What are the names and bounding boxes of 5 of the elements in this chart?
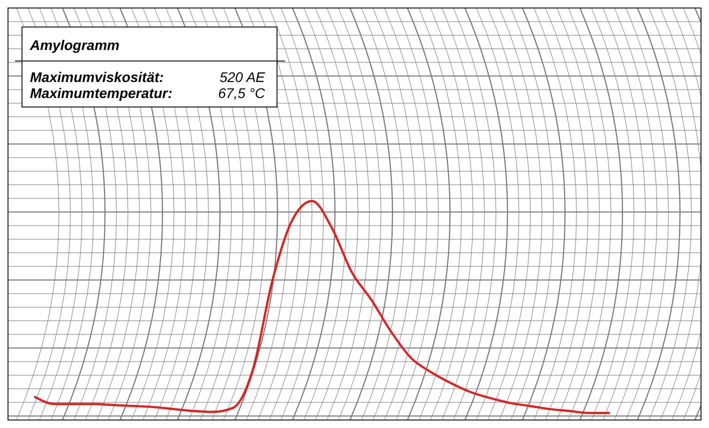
text: Maximumviskosität: xyxy=(30,69,164,85)
text: Maximumtemperatur: xyxy=(30,85,172,101)
chart-title: Amylogramm xyxy=(29,37,120,53)
text: 67,5 °C xyxy=(218,85,266,101)
text: 520 AE xyxy=(220,69,266,85)
